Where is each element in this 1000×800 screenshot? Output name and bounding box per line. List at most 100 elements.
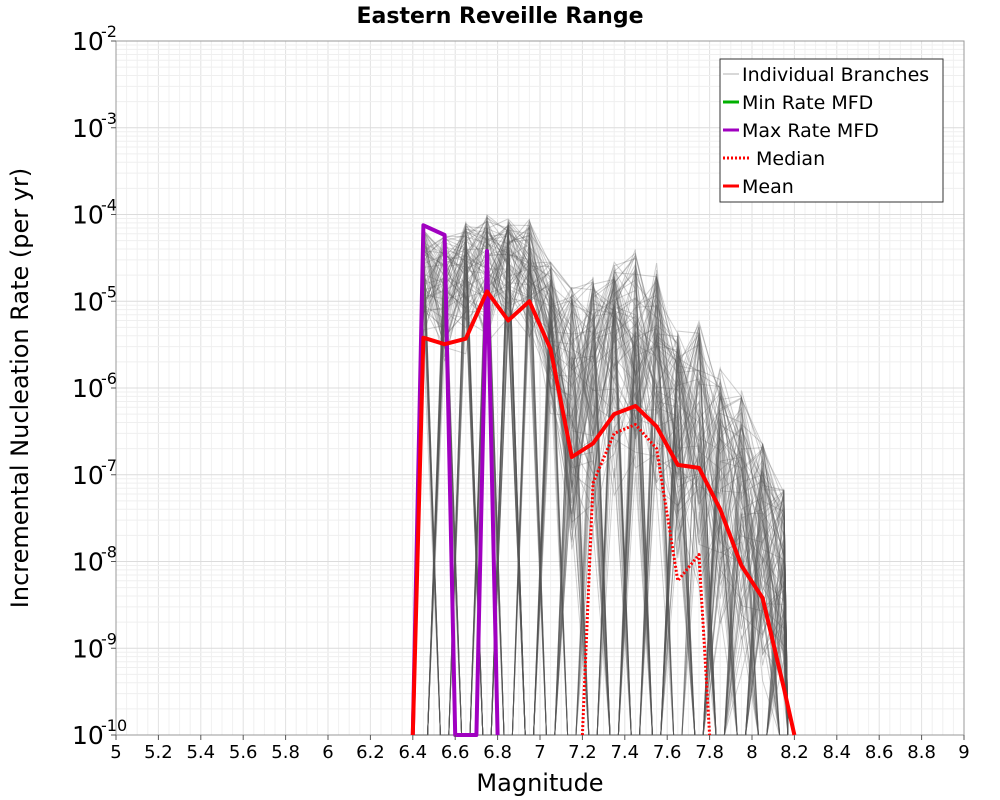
branch-line <box>412 222 789 736</box>
branch-line <box>412 245 789 736</box>
branch-line <box>412 221 788 736</box>
branch-line <box>412 219 789 736</box>
branch-line <box>412 218 789 736</box>
x-tick-label: 9 <box>958 742 969 763</box>
x-tick-label: 7 <box>534 742 545 763</box>
branch-line <box>412 230 789 736</box>
y-tick-label: 10 <box>72 721 104 750</box>
x-tick-label: 5.2 <box>144 742 173 763</box>
branch-line <box>412 253 789 736</box>
branch-line <box>412 237 789 736</box>
branch-line <box>412 235 789 736</box>
branch-line <box>412 225 789 736</box>
branch-line <box>412 272 789 736</box>
branch-line <box>412 254 788 736</box>
branch-line <box>412 232 789 736</box>
branch-line <box>412 240 789 736</box>
branch-line <box>412 226 789 736</box>
branch-line <box>412 238 789 736</box>
legend-box <box>719 58 944 203</box>
branch-line <box>412 232 789 736</box>
y-tick-exponent: -10 <box>101 716 127 735</box>
branch-line <box>412 225 789 736</box>
branch-line <box>412 225 789 736</box>
branch-line <box>412 234 789 736</box>
branch-line <box>412 220 789 736</box>
branch-line <box>412 263 789 736</box>
x-tick-label: 8.8 <box>907 742 936 763</box>
legend-label: Max Rate MFD <box>742 120 879 142</box>
branch-line <box>412 234 789 736</box>
y-tick-label: 10 <box>72 548 104 577</box>
branch-line <box>412 221 789 736</box>
branch-line <box>412 248 788 736</box>
branch-line <box>412 257 789 736</box>
branch-line <box>412 219 789 736</box>
x-tick-label: 7.4 <box>610 742 639 763</box>
branch-line <box>412 265 788 736</box>
legend-label: Min Rate MFD <box>742 92 873 114</box>
branch-line <box>412 222 789 736</box>
branch-line <box>412 234 789 736</box>
branch-line <box>412 220 788 736</box>
branch-line <box>412 227 788 736</box>
x-tick-label: 5.8 <box>271 742 300 763</box>
y-tick-exponent: -4 <box>101 196 117 215</box>
legend: Individual Branches Min Rate MFD Max Rate … <box>719 58 944 203</box>
branch-line <box>412 236 789 736</box>
x-tick-label: 8.4 <box>822 742 851 763</box>
branch-line <box>412 231 789 736</box>
x-tick-label: 7.8 <box>695 742 724 763</box>
x-tick-label: 5.4 <box>186 742 215 763</box>
branch-line <box>412 246 788 736</box>
branch-line <box>412 245 789 736</box>
y-tick-label: 10 <box>72 461 104 490</box>
branch-line <box>412 226 789 736</box>
x-tick-label: 6 <box>322 742 333 763</box>
y-tick-label: 10 <box>72 201 104 230</box>
x-tick-label: 6.2 <box>356 742 385 763</box>
branch-line <box>412 218 789 736</box>
y-tick-label: 10 <box>72 27 104 56</box>
y-axis: 10-210-310-410-510-610-710-810-910-10 <box>72 22 127 750</box>
branch-line <box>412 240 789 736</box>
branch-line <box>412 242 789 736</box>
x-tick-label: 6.8 <box>483 742 512 763</box>
y-tick-exponent: -9 <box>101 629 117 648</box>
x-tick-label: 7.6 <box>653 742 682 763</box>
branch-line <box>412 234 789 736</box>
branch-line <box>412 222 789 736</box>
y-tick-label: 10 <box>72 634 104 663</box>
y-tick-label: 10 <box>72 287 104 316</box>
branch-line <box>412 252 789 736</box>
branch-line <box>412 236 788 736</box>
branch-line <box>412 229 789 736</box>
branch-line <box>412 217 788 736</box>
y-tick-exponent: -6 <box>101 369 117 388</box>
legend-label: Individual Branches <box>742 64 929 86</box>
branch-line <box>412 222 789 736</box>
branch-line <box>412 231 789 736</box>
branch-line <box>412 226 789 736</box>
x-tick-label: 7.2 <box>568 742 597 763</box>
branch-line <box>412 224 788 736</box>
x-axis-label: Magnitude <box>476 769 603 797</box>
branch-line <box>412 225 789 736</box>
branch-line <box>412 228 789 736</box>
branch-line <box>412 239 789 736</box>
x-tick-label: 6.4 <box>398 742 427 763</box>
branch-line <box>412 242 789 736</box>
branch-line <box>412 214 789 736</box>
branch-line <box>412 214 789 736</box>
branch-line <box>412 252 789 736</box>
y-tick-exponent: -3 <box>101 109 117 128</box>
branch-line <box>412 259 789 736</box>
branch-line <box>412 218 789 736</box>
branch-line <box>412 227 789 736</box>
branch-line <box>412 263 789 736</box>
branch-line <box>412 238 789 736</box>
branch-line <box>412 232 789 736</box>
branch-line <box>412 228 789 736</box>
branch-line <box>412 220 789 736</box>
